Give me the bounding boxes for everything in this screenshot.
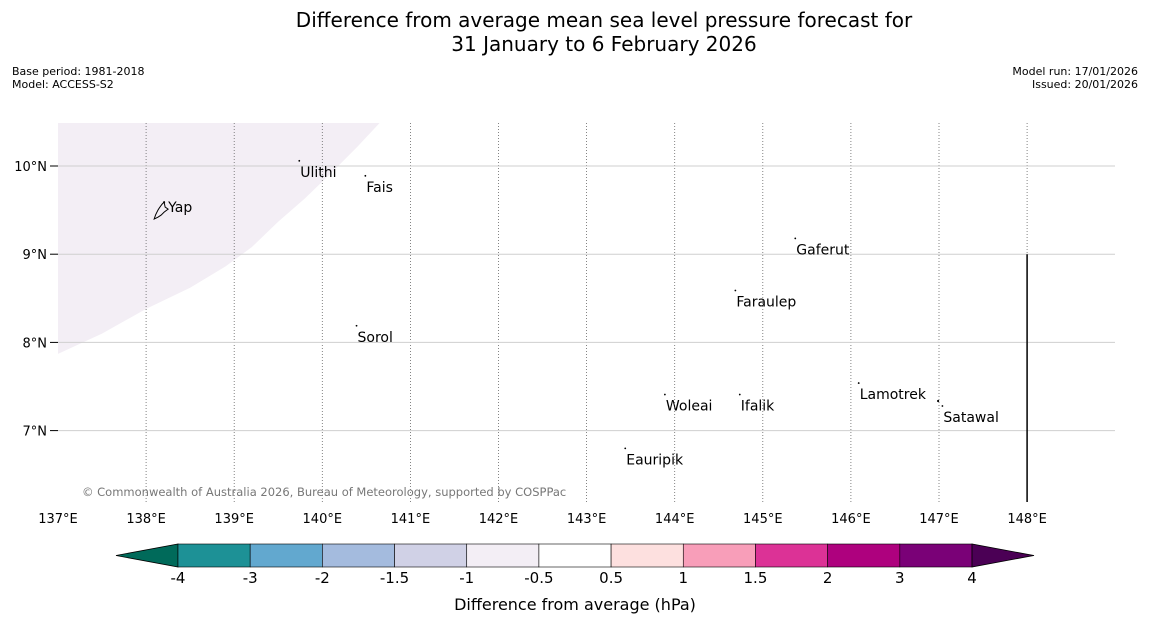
place-label: Woleai [666,399,713,415]
place-labels-layer: Yap Ulithi Fais Gaferut Faraulep Sorol Lamotre… [167,165,999,469]
island-dot [364,174,367,177]
island-dot [355,324,358,327]
latitude-tick-label: 7°N [23,425,48,440]
axis-ticks-layer: 137°E 138°E 139°E 140°E 141°E 142°E 143°E 144°E… [14,160,1047,527]
colorbar-swatch [827,543,901,568]
colorbar-swatch [755,543,828,568]
island-dot [738,393,741,396]
colorbar-tick-label: 2 [823,569,833,587]
island-dot [794,237,797,240]
latitude-tick-label: 9°N [23,248,48,263]
model-run-text: Model run: 17/01/2026 [1012,65,1138,78]
latitude-tick-label: 10°N [14,160,47,175]
place-label: Ulithi [300,165,336,181]
island-dot [298,159,301,162]
metadata-left: Base period: 1981-2018 Model: ACCESS-S2 [12,65,144,91]
colorbar-swatch [177,543,251,568]
longitude-tick-label: 141°E [391,512,431,527]
colorbar-tick-label: -2 [315,569,330,587]
place-label: Ifalik [741,399,775,415]
place-label: Yap [167,200,192,216]
colorbar-tick-label: 1.5 [744,569,768,587]
colorbar-tick-label: -1 [459,569,474,587]
longitude-tick-label: 143°E [567,512,607,527]
colorbar-swatch [322,543,395,568]
place-label: Lamotrek [860,387,927,403]
longitude-tick-label: 145°E [743,512,783,527]
colorbar-tick-label: 0.5 [599,569,623,587]
anomaly-shading-layer [58,123,380,354]
longitude-tick-label: 148°E [1007,512,1047,527]
colorbar-tick-label: -3 [243,569,258,587]
longitude-tick-label: 137°E [38,512,78,527]
title-line-2: 31 January to 6 February 2026 [451,32,757,56]
colorbar-swatch [610,543,684,568]
longitude-tick-label: 147°E [919,512,959,527]
island-dot [624,447,627,450]
graticule-layer [58,123,1115,502]
colorbar: -4 -3 -2 -1.5 -1 -0.5 0.5 1 1.5 2 3 4 Difference fro… [115,543,1035,614]
place-label: Faraulep [736,294,796,310]
island-outline [163,201,166,204]
island-dot [857,382,860,384]
longitude-tick-label: 142°E [479,512,519,527]
base-period-text: Base period: 1981-2018 [12,65,145,78]
island-dot [734,289,737,292]
longitude-tick-label: 146°E [831,512,871,527]
issued-text: Issued: 20/01/2026 [1031,78,1138,91]
island-dot [937,399,940,403]
colorbar-tick-label: 4 [967,569,977,587]
place-label: Fais [366,180,393,196]
place-label: Sorol [358,330,393,346]
latitude-tick-label: 8°N [23,336,48,351]
island-outlines-layer [153,159,944,450]
metadata-right: Model run: 17/01/2026 Issued: 20/01/2026 [1012,65,1138,91]
island-dot [663,393,666,396]
place-label: Eauripik [626,452,684,468]
longitude-tick-label: 140°E [303,512,343,527]
island-dot [941,405,944,407]
model-text: Model: ACCESS-S2 [12,78,114,91]
place-label: Satawal [943,410,998,426]
copyright-text: © Commonwealth of Australia 2026, Bureau… [82,485,566,499]
island-outline [153,201,169,221]
colorbar-tick-label: -0.5 [524,569,553,587]
longitude-tick-label: 138°E [126,512,166,527]
colorbar-swatch [394,543,468,568]
colorbar-swatch [682,543,756,568]
map-title: Difference from average mean sea level p… [0,8,1150,56]
longitude-tick-label: 139°E [214,512,254,527]
colorbar-swatch [249,543,323,568]
longitude-tick-label: 144°E [655,512,695,527]
colorbar-low-extend [115,543,179,568]
colorbar-swatch [538,543,612,568]
colorbar-high-extend [971,543,1035,568]
colorbar-tick-label: 1 [678,569,688,587]
colorbar-tick-label: -1.5 [380,569,409,587]
place-label: Gaferut [796,242,850,258]
title-line-1: Difference from average mean sea level p… [295,8,913,32]
colorbar-swatch [899,543,973,568]
colorbar-tick-label: -4 [171,569,186,587]
colorbar-tick-label: 3 [895,569,905,587]
colorbar-title: Difference from average (hPa) [454,595,696,614]
colorbar-swatch [466,543,540,568]
shaded-anomaly-region [58,123,380,354]
